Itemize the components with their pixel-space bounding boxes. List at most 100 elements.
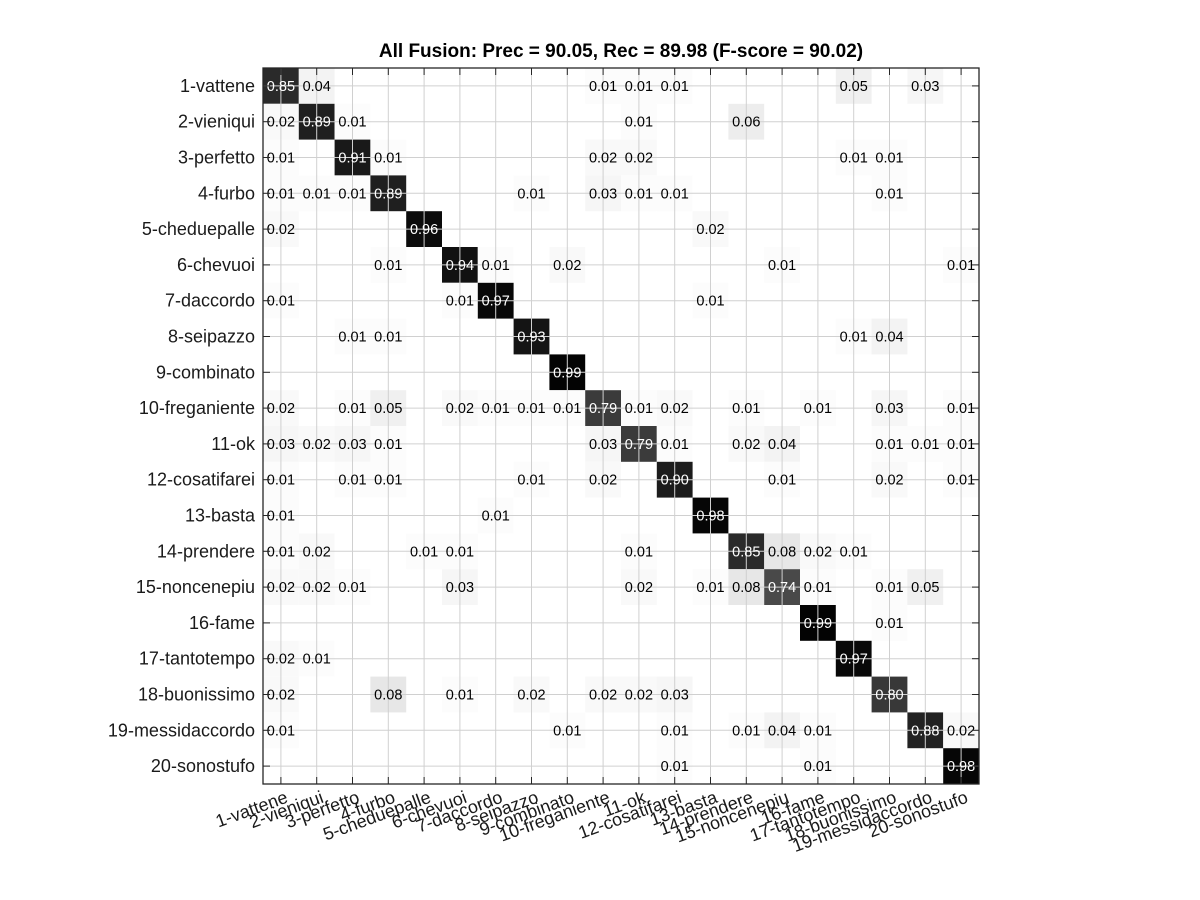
heatmap-cells [263,68,979,784]
cell-value-label: 0.01 [696,294,724,310]
y-tick-label: 7-daccordo [165,291,255,311]
cell-value-label: 0.02 [267,401,295,417]
y-tick-label: 6-chevuoi [177,255,255,275]
cell-value-label: 0.05 [840,79,868,95]
y-tick-label: 11-ok [211,434,256,454]
y-tick-label: 15-noncenepiu [136,577,255,597]
y-tick-label: 17-tantotempo [139,649,255,669]
cell-value-label: 0.01 [768,473,796,489]
y-tick-label: 14-prendere [157,541,255,561]
y-tick-label: 16-fame [189,613,255,633]
cell-value-label: 0.01 [768,258,796,274]
cell-value-label: 0.01 [374,151,402,167]
cell-value-label: 0.01 [625,401,653,417]
y-tick-label: 2-vieniqui [178,112,255,132]
y-tick-label: 10-freganiente [139,398,255,418]
cell-value-label: 0.94 [446,258,474,274]
y-tick-labels: 1-vattene 2-vieniqui 3-perfetto 4-furbo 5-ch… [108,76,256,776]
cell-value-label: 0.02 [589,688,617,704]
cell-value-label: 0.01 [338,186,366,202]
cell-value-label: 0.91 [338,151,366,167]
cell-value-label: 0.01 [732,723,760,739]
cell-value-label: 0.04 [768,723,796,739]
cell-value-label: 0.99 [804,616,832,632]
cell-value-label: 0.02 [947,723,975,739]
cell-value-label: 0.01 [661,759,689,775]
cell-value-label: 0.01 [446,294,474,310]
cell-value-label: 0.80 [875,688,903,704]
cell-value-label: 0.01 [732,401,760,417]
cell-value-label: 0.01 [553,401,581,417]
cell-value-label: 0.01 [303,652,331,668]
y-tick-label: 12-cosatifarei [147,470,255,490]
cell-value-label: 0.93 [517,330,545,346]
cell-value-label: 0.01 [696,580,724,596]
cell-value-label: 0.02 [303,580,331,596]
cell-value-label: 0.02 [446,401,474,417]
cell-value-label: 0.02 [625,580,653,596]
cell-value-label: 0.01 [661,79,689,95]
cell-value-label: 0.01 [947,473,975,489]
grid-lines [263,68,979,784]
cell-value-label: 0.01 [338,330,366,346]
cell-value-label: 0.89 [374,186,402,202]
cell-value-label: 0.98 [947,759,975,775]
cell-value-label: 0.02 [267,222,295,238]
cell-value-label: 0.99 [553,365,581,381]
cell-value-label: 0.01 [303,186,331,202]
cell-value-label: 0.01 [482,401,510,417]
cell-value-label: 0.01 [482,509,510,525]
cell-value-label: 0.74 [768,580,796,596]
cell-value-label: 0.01 [947,258,975,274]
cell-value-label: 0.01 [589,79,617,95]
cell-value-label: 0.04 [303,79,331,95]
cell-value-label: 0.01 [267,151,295,167]
cell-value-label: 0.01 [446,544,474,560]
cell-value-label: 0.02 [589,151,617,167]
cell-value-label: 0.01 [553,723,581,739]
cell-value-label: 0.01 [338,473,366,489]
y-tick-label: 20-sonostufo [151,756,255,776]
cell-value-label: 0.85 [267,79,295,95]
cell-value-label: 0.01 [517,473,545,489]
cell-value-label: 0.01 [374,258,402,274]
cell-value-label: 0.01 [947,401,975,417]
cell-value-label: 0.01 [875,186,903,202]
cell-value-label: 0.89 [303,115,331,131]
cell-value-label: 0.01 [661,186,689,202]
cell-value-label: 0.90 [661,473,689,489]
cell-value-label: 0.01 [338,401,366,417]
cell-value-label: 0.01 [374,473,402,489]
cell-value-label: 0.01 [804,401,832,417]
cell-value-label: 0.01 [267,473,295,489]
axes-frame [262,67,980,785]
cell-value-label: 0.01 [517,401,545,417]
cell-value-label: 0.01 [804,580,832,596]
y-tick-label: 19-messidaccordo [108,720,255,740]
cell-value-label: 0.02 [267,688,295,704]
cell-value-label: 0.97 [840,652,868,668]
cell-value-label: 0.01 [267,544,295,560]
cell-value-label: 0.02 [804,544,832,560]
cell-value-label: 0.08 [732,580,760,596]
cell-value-label: 0.03 [338,437,366,453]
cell-value-label: 0.02 [267,652,295,668]
cell-value-label: 0.03 [446,580,474,596]
y-tick-label: 3-perfetto [178,148,255,168]
chart-title: All Fusion: Prec = 90.05, Rec = 89.98 (F… [379,41,863,62]
y-tick-label: 9-combinato [156,362,255,382]
cell-value-label: 0.01 [410,544,438,560]
y-tick-label: 18-buonissimo [138,685,255,705]
cell-value-label: 0.02 [732,437,760,453]
cell-value-label: 0.05 [911,580,939,596]
y-tick-label: 4-furbo [198,183,255,203]
cell-value-labels: 0.85 0.04 0.01 0.01 0.01 0.05 0.03 0.02 0.89 0.01… [267,79,975,775]
cell-value-label: 0.05 [374,401,402,417]
cell-value-label: 0.03 [589,437,617,453]
y-tick-label: 5-cheduepalle [142,219,255,239]
cell-value-label: 0.01 [840,151,868,167]
cell-value-label: 0.01 [625,186,653,202]
cell-value-label: 0.01 [625,79,653,95]
cell-value-label: 0.01 [267,294,295,310]
